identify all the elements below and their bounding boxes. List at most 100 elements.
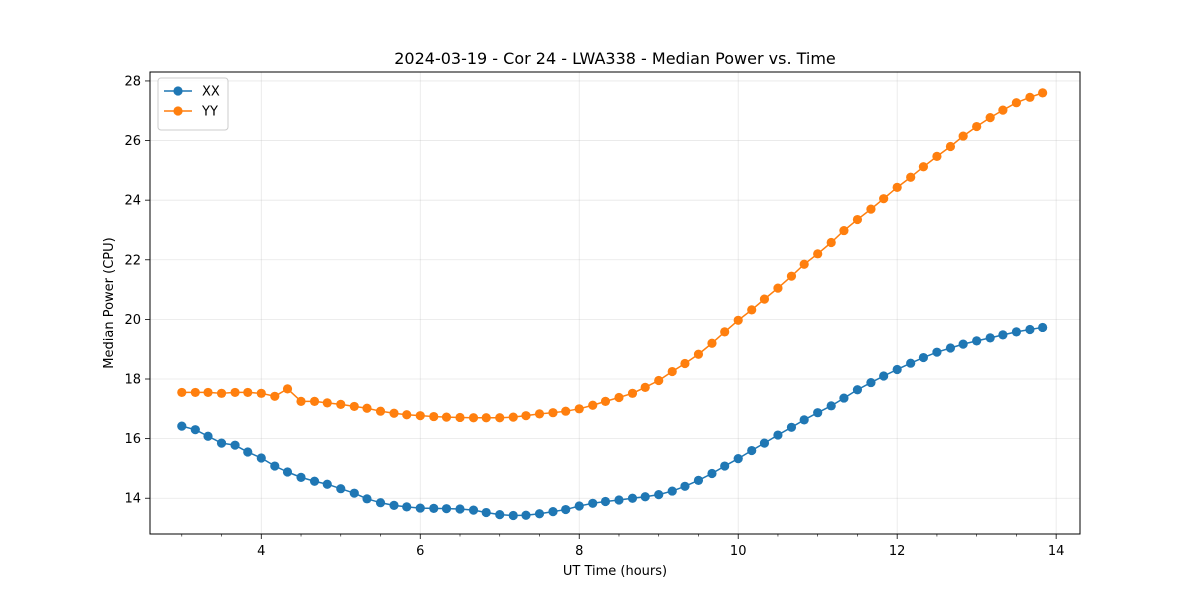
series-yy xyxy=(177,88,1048,423)
data-point-xx xyxy=(866,377,876,388)
data-point-yy xyxy=(707,338,717,348)
x-tick-label: 12 xyxy=(889,544,906,559)
data-point-xx xyxy=(720,461,730,471)
data-point-xx xyxy=(654,490,664,500)
data-point-yy xyxy=(534,409,545,419)
data-point-xx xyxy=(958,339,968,349)
data-point-xx xyxy=(521,510,531,520)
data-point-xx xyxy=(693,475,704,485)
data-point-yy xyxy=(1025,92,1035,102)
data-point-yy xyxy=(429,411,439,422)
x-tick-label: 10 xyxy=(730,544,747,559)
data-point-yy xyxy=(892,182,902,192)
data-point-xx xyxy=(773,430,783,440)
data-point-yy xyxy=(190,387,200,398)
data-point-yy xyxy=(906,172,916,182)
data-point-yy xyxy=(747,305,757,315)
data-point-xx xyxy=(667,486,677,496)
data-point-xx xyxy=(627,493,638,503)
data-point-xx xyxy=(918,352,929,363)
data-point-xx xyxy=(216,438,227,448)
y-tick-label: 16 xyxy=(124,432,141,447)
data-point-xx xyxy=(1038,322,1048,333)
data-point-yy xyxy=(402,410,412,420)
data-point-xx xyxy=(759,438,770,448)
data-point-xx xyxy=(270,461,280,471)
data-point-yy xyxy=(600,396,611,406)
legend: XX YY xyxy=(157,77,229,131)
data-point-yy xyxy=(282,384,293,394)
data-point-yy xyxy=(839,225,849,236)
data-point-yy xyxy=(733,315,743,325)
data-point-yy xyxy=(958,131,968,141)
data-point-xx xyxy=(349,488,359,498)
data-point-xx xyxy=(799,415,809,425)
data-point-yy xyxy=(627,388,638,398)
plot-frame xyxy=(149,71,1081,535)
data-point-xx xyxy=(600,496,611,507)
data-point-xx xyxy=(230,440,240,450)
data-point-xx xyxy=(747,445,757,456)
data-point-xx xyxy=(375,498,386,508)
data-point-yy xyxy=(720,327,730,337)
data-point-yy xyxy=(548,408,558,418)
data-point-xx xyxy=(481,507,491,518)
data-point-yy xyxy=(256,388,266,398)
data-point-xx xyxy=(256,453,266,463)
data-point-yy xyxy=(203,387,213,398)
chart-title: 2024-03-19 - Cor 24 - LWA338 - Median Po… xyxy=(394,49,836,68)
legend-item-yy: YY xyxy=(164,105,218,120)
data-point-xx xyxy=(892,364,902,375)
data-point-yy xyxy=(972,121,982,132)
data-point-xx xyxy=(574,501,584,511)
axis-layer: 4 6 8 10 12 14 14 16 18 20 22 24 26 28 xyxy=(124,74,1064,559)
data-point-xx xyxy=(707,468,717,479)
data-point-xx xyxy=(429,503,439,513)
data-point-yy xyxy=(216,388,227,398)
data-point-xx xyxy=(733,453,743,464)
data-point-yy xyxy=(826,237,836,248)
y-tick-label: 18 xyxy=(124,373,141,388)
data-point-yy xyxy=(998,105,1008,115)
data-point-yy xyxy=(389,408,399,418)
data-point-xx xyxy=(548,507,558,517)
data-point-yy xyxy=(588,400,598,410)
series-layer xyxy=(177,88,1048,521)
data-point-yy xyxy=(773,283,783,293)
data-point-yy xyxy=(813,249,823,259)
data-point-yy xyxy=(786,271,797,281)
data-point-yy xyxy=(693,349,704,359)
data-point-yy xyxy=(508,412,518,422)
data-point-xx xyxy=(839,393,849,403)
data-point-yy xyxy=(243,387,253,398)
data-point-yy xyxy=(1011,98,1022,108)
data-point-yy xyxy=(309,396,320,406)
data-point-yy xyxy=(932,151,942,161)
y-tick-label: 22 xyxy=(124,253,141,268)
data-point-xx xyxy=(1011,327,1022,337)
data-point-xx xyxy=(455,504,465,514)
data-point-xx xyxy=(468,505,479,515)
data-point-xx xyxy=(786,422,797,432)
data-point-xx xyxy=(177,421,187,431)
y-axis-label: Median Power (CPU) xyxy=(102,237,117,368)
data-point-xx xyxy=(879,371,889,381)
data-point-yy xyxy=(640,382,650,392)
data-point-yy xyxy=(296,396,306,406)
data-point-yy xyxy=(481,413,491,423)
data-point-xx xyxy=(852,385,863,395)
x-tick-label: 4 xyxy=(257,544,265,559)
data-point-xx xyxy=(336,484,346,494)
data-point-xx xyxy=(508,510,518,521)
data-point-yy xyxy=(879,194,889,204)
data-point-xx xyxy=(906,358,916,368)
data-point-yy xyxy=(1038,88,1048,98)
data-point-yy xyxy=(375,406,386,416)
data-point-yy xyxy=(614,392,624,403)
data-point-yy xyxy=(985,113,995,123)
data-point-xx xyxy=(561,504,571,515)
data-point-yy xyxy=(349,401,359,412)
data-point-xx xyxy=(998,330,1008,340)
